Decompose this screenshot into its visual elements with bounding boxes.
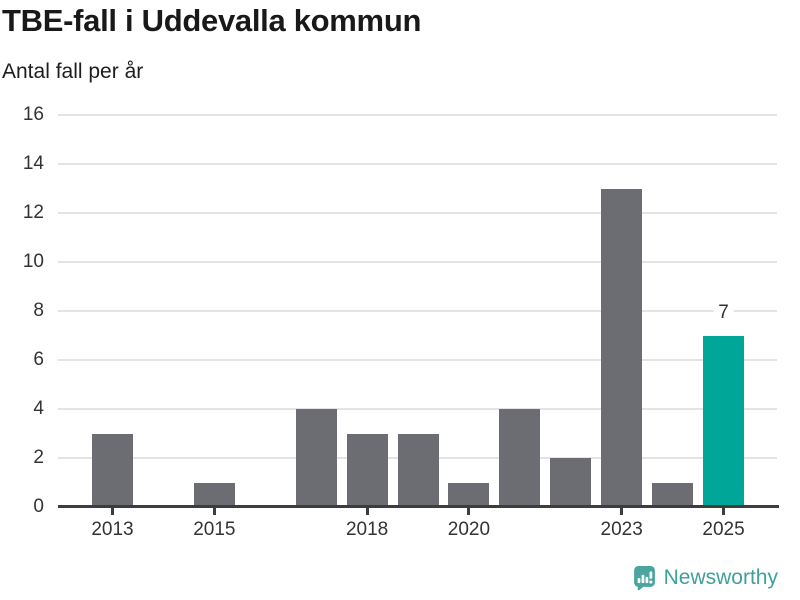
x-axis-line — [58, 505, 779, 508]
bar-2024 — [652, 482, 694, 507]
x-axis-label-2013: 2013 — [91, 519, 134, 540]
gridline-4 — [58, 408, 777, 410]
bar-2022 — [550, 458, 592, 507]
x-axis-label-2025: 2025 — [702, 519, 745, 540]
gridline-10 — [58, 261, 777, 263]
y-axis-label-10: 10 — [22, 251, 44, 272]
bar-2013 — [92, 433, 133, 507]
y-axis-label-8: 8 — [33, 300, 44, 321]
x-axis-label-2015: 2015 — [193, 519, 236, 540]
gridline-12 — [58, 212, 777, 214]
x-axis-tick-2015 — [212, 508, 216, 515]
bar-2015 — [193, 482, 235, 507]
bar-2019 — [397, 433, 439, 507]
newsworthy-icon — [633, 566, 655, 591]
y-axis-label-4: 4 — [33, 398, 44, 419]
x-axis-tick-2018 — [365, 508, 369, 515]
newsworthy-logo[interactable]: Newsworthy — [632, 563, 778, 593]
chart-subtitle: Antal fall per år — [2, 60, 144, 83]
gridline-14 — [58, 163, 777, 165]
y-axis-label-12: 12 — [22, 202, 44, 223]
newsworthy-wordmark: Newsworthy — [663, 566, 778, 589]
gridline-8 — [58, 310, 777, 312]
y-axis-label-14: 14 — [22, 153, 44, 174]
bar-2025 — [703, 335, 745, 507]
y-axis-label-16: 16 — [22, 104, 44, 125]
bar-2023 — [601, 188, 643, 507]
x-axis-label-2018: 2018 — [345, 519, 389, 540]
gridline-16 — [58, 114, 777, 116]
chart-title: TBE-fall i Uddevalla kommun — [2, 3, 422, 38]
gridline-6 — [58, 359, 777, 361]
bar-2017 — [295, 409, 337, 507]
x-axis-label-2023: 2023 — [600, 519, 643, 540]
x-axis-label-2020: 2020 — [447, 519, 491, 540]
bar-2021 — [499, 409, 541, 507]
bar-value-label: 7 — [713, 302, 734, 323]
x-axis-tick-2025 — [722, 508, 726, 515]
y-axis-label-2: 2 — [33, 447, 44, 468]
bar-2018 — [346, 433, 388, 507]
y-axis-label-6: 6 — [33, 349, 44, 370]
y-axis-label-0: 0 — [33, 496, 44, 517]
x-axis-tick-2023 — [620, 508, 624, 515]
bar-2020 — [448, 482, 490, 507]
x-axis-tick-2020 — [467, 508, 471, 515]
x-axis-tick-2013 — [111, 508, 114, 515]
